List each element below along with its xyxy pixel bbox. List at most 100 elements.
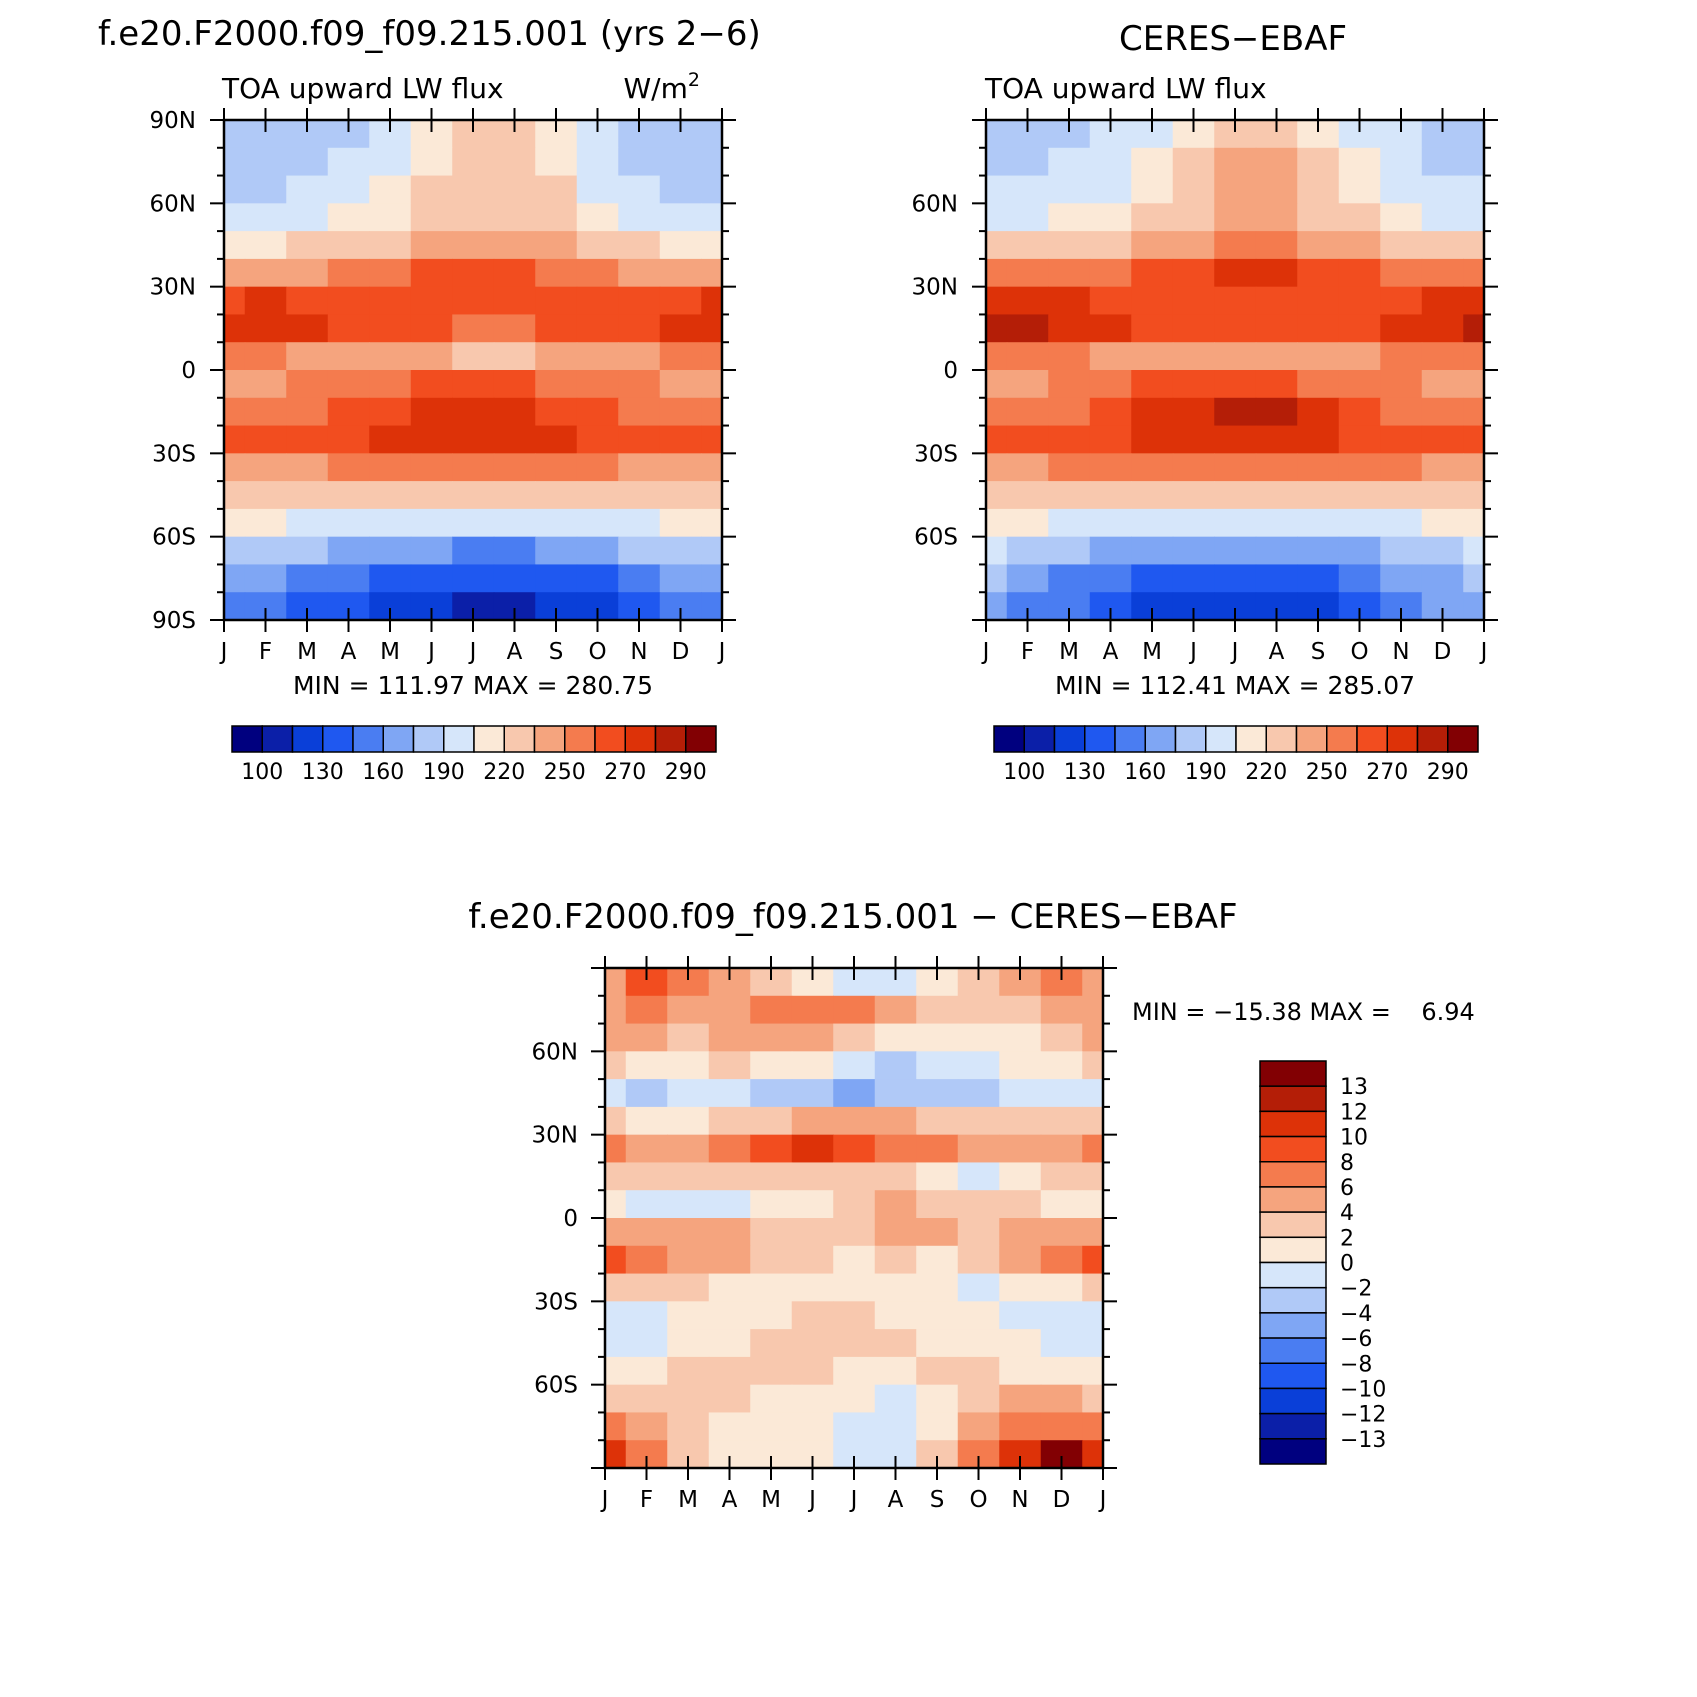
contour-cell	[986, 342, 1008, 371]
contour-cell	[750, 1412, 793, 1441]
contour-cell	[1255, 508, 1298, 538]
contour-cell	[1131, 453, 1174, 482]
contour-cell	[1082, 1051, 1104, 1080]
contour-cell	[452, 481, 495, 510]
y-tick-label: 60S	[152, 525, 196, 551]
contour-cell	[576, 397, 619, 427]
contour-cell	[1082, 1412, 1104, 1441]
contour-cell	[1006, 564, 1049, 593]
contour-cell	[874, 1245, 917, 1275]
contour-cell	[1255, 342, 1298, 371]
contour-cell	[1040, 1412, 1083, 1441]
contour-cell	[327, 286, 370, 316]
contour-cell	[986, 564, 1008, 593]
contour-cell	[750, 1245, 793, 1275]
contour-cell	[1048, 314, 1091, 343]
colorbar-label: 270	[1366, 760, 1408, 785]
contour-cell	[957, 1134, 1000, 1164]
contour-cell	[708, 1079, 751, 1108]
colorbar-swatch	[1259, 1060, 1327, 1087]
contour-cell	[659, 425, 702, 454]
contour-cell	[667, 1218, 710, 1247]
contour-cell	[618, 231, 661, 260]
contour-cell	[224, 231, 246, 260]
contour-cell	[605, 1384, 627, 1414]
contour-cell	[244, 536, 287, 566]
contour-cell	[1048, 425, 1091, 454]
contour-cell	[244, 203, 287, 232]
contour-cell	[916, 995, 959, 1025]
x-tick-label: D	[1053, 1487, 1071, 1513]
colorbar-swatch	[1114, 725, 1146, 753]
contour-cell	[1082, 1384, 1104, 1414]
contour-cell	[605, 1106, 627, 1136]
contour-cell	[999, 1051, 1042, 1080]
contour-cell	[1421, 203, 1464, 232]
x-tick-label: S	[549, 639, 564, 665]
colorbar-swatch	[1144, 725, 1177, 753]
contour-cell	[369, 342, 412, 371]
contour-cell	[667, 1051, 710, 1080]
contour-cell	[833, 1301, 876, 1330]
y-tick-label: 30S	[914, 441, 958, 467]
colorbar-swatch	[1259, 1236, 1327, 1264]
colorbar-swatch	[1259, 1085, 1327, 1113]
contour-cell	[493, 536, 536, 566]
contour-cell	[1089, 370, 1132, 399]
contour-cell	[1421, 258, 1464, 288]
contour-cell	[986, 231, 1008, 260]
contour-cell	[452, 258, 495, 288]
x-tick-label: A	[507, 639, 523, 665]
contour-cell	[625, 1079, 668, 1108]
contour-cell	[244, 258, 287, 288]
contour-cell	[1214, 536, 1257, 566]
contour-cell	[535, 508, 578, 538]
contour-cell	[833, 1412, 876, 1441]
contour-cell	[916, 1051, 959, 1080]
contour-cell	[1006, 425, 1049, 454]
contour-cell	[369, 147, 412, 177]
colorbar-swatch	[261, 725, 294, 753]
contour-cell	[999, 995, 1042, 1025]
contour-cell	[1172, 397, 1215, 427]
contour-cell	[667, 1162, 710, 1191]
contour-cell	[999, 1218, 1042, 1247]
colorbar-swatch	[993, 725, 1025, 753]
contour-cell	[916, 1329, 959, 1358]
contour-cell	[1040, 1190, 1083, 1219]
contour-cell	[1255, 175, 1298, 204]
contour-cell	[874, 1162, 917, 1191]
colorbar-label: 4	[1340, 1201, 1354, 1226]
x-tick-label: D	[1434, 639, 1452, 665]
contour-cell	[667, 1329, 710, 1358]
contour-cell	[916, 1079, 959, 1108]
contour-cell	[986, 536, 1008, 566]
contour-cell	[833, 1356, 876, 1386]
contour-cell	[576, 314, 619, 343]
contour-cell	[452, 314, 495, 343]
y-tick-label: 30N	[150, 275, 196, 301]
contour-cell	[410, 397, 453, 427]
colorbar-label: 220	[1245, 760, 1287, 785]
contour-cell	[535, 231, 578, 260]
contour-cell	[327, 508, 370, 538]
contour-cell	[1214, 425, 1257, 454]
contour-cell	[618, 425, 661, 454]
colorbar-label: 220	[483, 760, 525, 785]
contour-cell	[369, 453, 412, 482]
contour-cell	[750, 1162, 793, 1191]
contour-cell	[1255, 481, 1298, 510]
contour-cell	[1172, 564, 1215, 593]
colorbar-label: 13	[1340, 1075, 1368, 1100]
y-tick-label: 30S	[534, 1289, 578, 1315]
colorbar-swatch	[594, 725, 626, 753]
contour-cell	[791, 1245, 834, 1275]
contour-cell	[791, 1356, 834, 1386]
x-tick-label: O	[588, 639, 606, 665]
contour-cell	[957, 1218, 1000, 1247]
contour-cell	[833, 1329, 876, 1358]
contour-cell	[957, 1190, 1000, 1219]
colorbar-label: 8	[1340, 1151, 1354, 1176]
contour-cell	[286, 425, 329, 454]
contour-cell	[1463, 536, 1485, 566]
